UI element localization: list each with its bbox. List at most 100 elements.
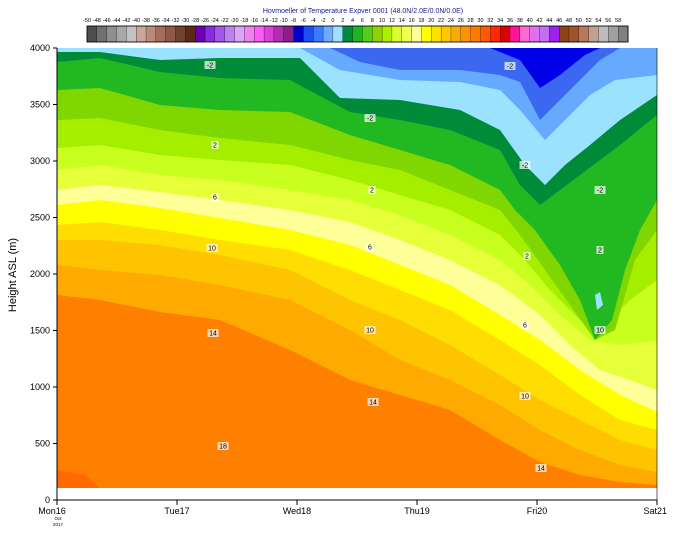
contour-fill-group	[57, 48, 657, 488]
colorbar-tick-label: -12	[270, 18, 278, 24]
contour-label-bg	[521, 321, 529, 329]
colorbar-swatch	[254, 25, 265, 43]
y-tick-label: 1500	[30, 326, 50, 336]
x-sub-year: 2017	[53, 522, 64, 527]
colorbar-swatch	[96, 25, 108, 43]
colorbar-tick-label: 34	[497, 18, 503, 24]
colorbar-tick-label: 52	[586, 18, 592, 24]
contour-label: 10	[596, 328, 604, 335]
colorbar-swatch	[588, 25, 599, 43]
contour-label: 14	[369, 400, 377, 407]
colorbar-tick-labels: -50 -48 -46 -44 -42 -40 -38 -36 -34 -32 -30 -28 -26-…	[83, 18, 621, 24]
colorbar-swatch	[185, 25, 196, 43]
colorbar-swatch	[608, 25, 619, 43]
band-20-patch	[57, 470, 100, 488]
colorbar-tick-label: 18	[418, 18, 424, 24]
colorbar-tick-label: 12	[389, 18, 395, 24]
colorbar-swatch	[568, 25, 580, 43]
axes: 0 500 1000 1500 2000 2500 3000 3500 4000 Mon16 Tue…	[30, 43, 667, 516]
contour-label: -2	[597, 188, 603, 195]
contour-label-bg	[366, 243, 374, 251]
colorbar-swatch	[618, 25, 629, 43]
colorbar-tick-label: -8	[291, 18, 296, 24]
colorbar-tick-label: -28	[191, 18, 199, 24]
colorbar-swatch	[244, 25, 255, 43]
contour-label: 6	[368, 245, 372, 252]
colorbar-swatch	[391, 25, 403, 43]
colorbar-swatch	[322, 25, 334, 43]
colorbar-swatch	[440, 25, 452, 43]
colorbar-tick-label: 28	[468, 18, 474, 24]
colorbar-tick-label: -16	[250, 18, 258, 24]
contour-label-bg	[596, 246, 604, 254]
colorbar-swatch	[460, 25, 472, 43]
colorbar-tick-label: -14	[260, 18, 268, 24]
colorbar-tick-label: -46	[103, 18, 111, 24]
colorbar-swatch	[578, 25, 590, 43]
colorbar-tick-label: 0	[331, 18, 334, 24]
colorbar-swatch	[499, 25, 511, 43]
colorbar-tick-label: 36	[507, 18, 513, 24]
colorbar-swatch	[155, 25, 167, 43]
colorbar-tick-label: 32	[487, 18, 493, 24]
contour-label: -2	[522, 163, 528, 170]
colorbar-swatch	[519, 25, 531, 43]
contour-label: 6	[523, 323, 527, 330]
contour-label-bg	[217, 442, 229, 450]
colorbar-tick-label: 48	[566, 18, 572, 24]
contour-label-bg	[367, 398, 379, 406]
colorbar-swatch	[421, 25, 432, 43]
contour-label: -2	[367, 116, 373, 123]
contour-label-bg	[519, 161, 531, 169]
contour-label: 10	[521, 394, 529, 401]
colorbar-tick-label: -10	[280, 18, 288, 24]
y-tick-label: 4000	[30, 43, 50, 53]
colorbar-swatch	[283, 25, 295, 43]
band--14	[490, 48, 600, 88]
contour-label: 2	[213, 143, 217, 150]
x-tick-label: Tue17	[164, 506, 189, 516]
contour-label-bg	[364, 326, 376, 334]
contour-label: 14	[209, 331, 217, 338]
colorbar-swatch	[509, 25, 521, 43]
colorbar-swatch	[411, 25, 422, 43]
colorbar-swatch	[273, 25, 285, 43]
x-sub-month: Oct	[54, 516, 62, 521]
colorbar-swatch	[195, 25, 206, 43]
contour-label-bg	[519, 392, 531, 400]
colorbar-swatch	[204, 25, 216, 43]
colorbar-swatch	[136, 25, 147, 43]
colorbar-swatch	[529, 25, 540, 43]
colorbar-swatch	[598, 25, 609, 43]
colorbar-swatch	[263, 25, 275, 43]
contour-label: 18	[219, 444, 227, 451]
colorbar-swatch	[352, 25, 363, 43]
colorbar-swatch	[175, 25, 186, 43]
colorbar-swatch	[381, 25, 393, 43]
colorbar-frame	[86, 25, 629, 43]
surface-mask	[57, 488, 657, 500]
y-tick-label: 500	[35, 439, 50, 449]
contour-label: -2	[507, 64, 513, 71]
colorbar-tick-label: -24	[211, 18, 219, 24]
colorbar-tick-label: 6	[361, 18, 364, 24]
colorbar-swatch	[490, 25, 501, 43]
colorbar-swatch	[86, 25, 98, 43]
colorbar-tick-label: 44	[546, 18, 552, 24]
contour-label: -2	[207, 63, 213, 70]
contour-label-bg	[206, 244, 218, 252]
colorbar-tick-label: -36	[152, 18, 160, 24]
colorbar-swatch	[224, 25, 235, 43]
y-tick-label: 3000	[30, 156, 50, 166]
colorbar-tick-label: -42	[122, 18, 130, 24]
colorbar-tick-label: -2	[321, 18, 326, 24]
plot-area	[57, 48, 657, 500]
colorbar-swatch	[342, 25, 354, 43]
colorbar-tick-label: -22	[221, 18, 229, 24]
colorbar-tick-label: -48	[93, 18, 101, 24]
colorbar-swatch	[303, 25, 314, 43]
colorbar-tick-label: -44	[113, 18, 121, 24]
contour-label: 6	[213, 195, 217, 202]
contour-label-bg	[211, 193, 219, 201]
colorbar-tick-label: 2	[341, 18, 344, 24]
